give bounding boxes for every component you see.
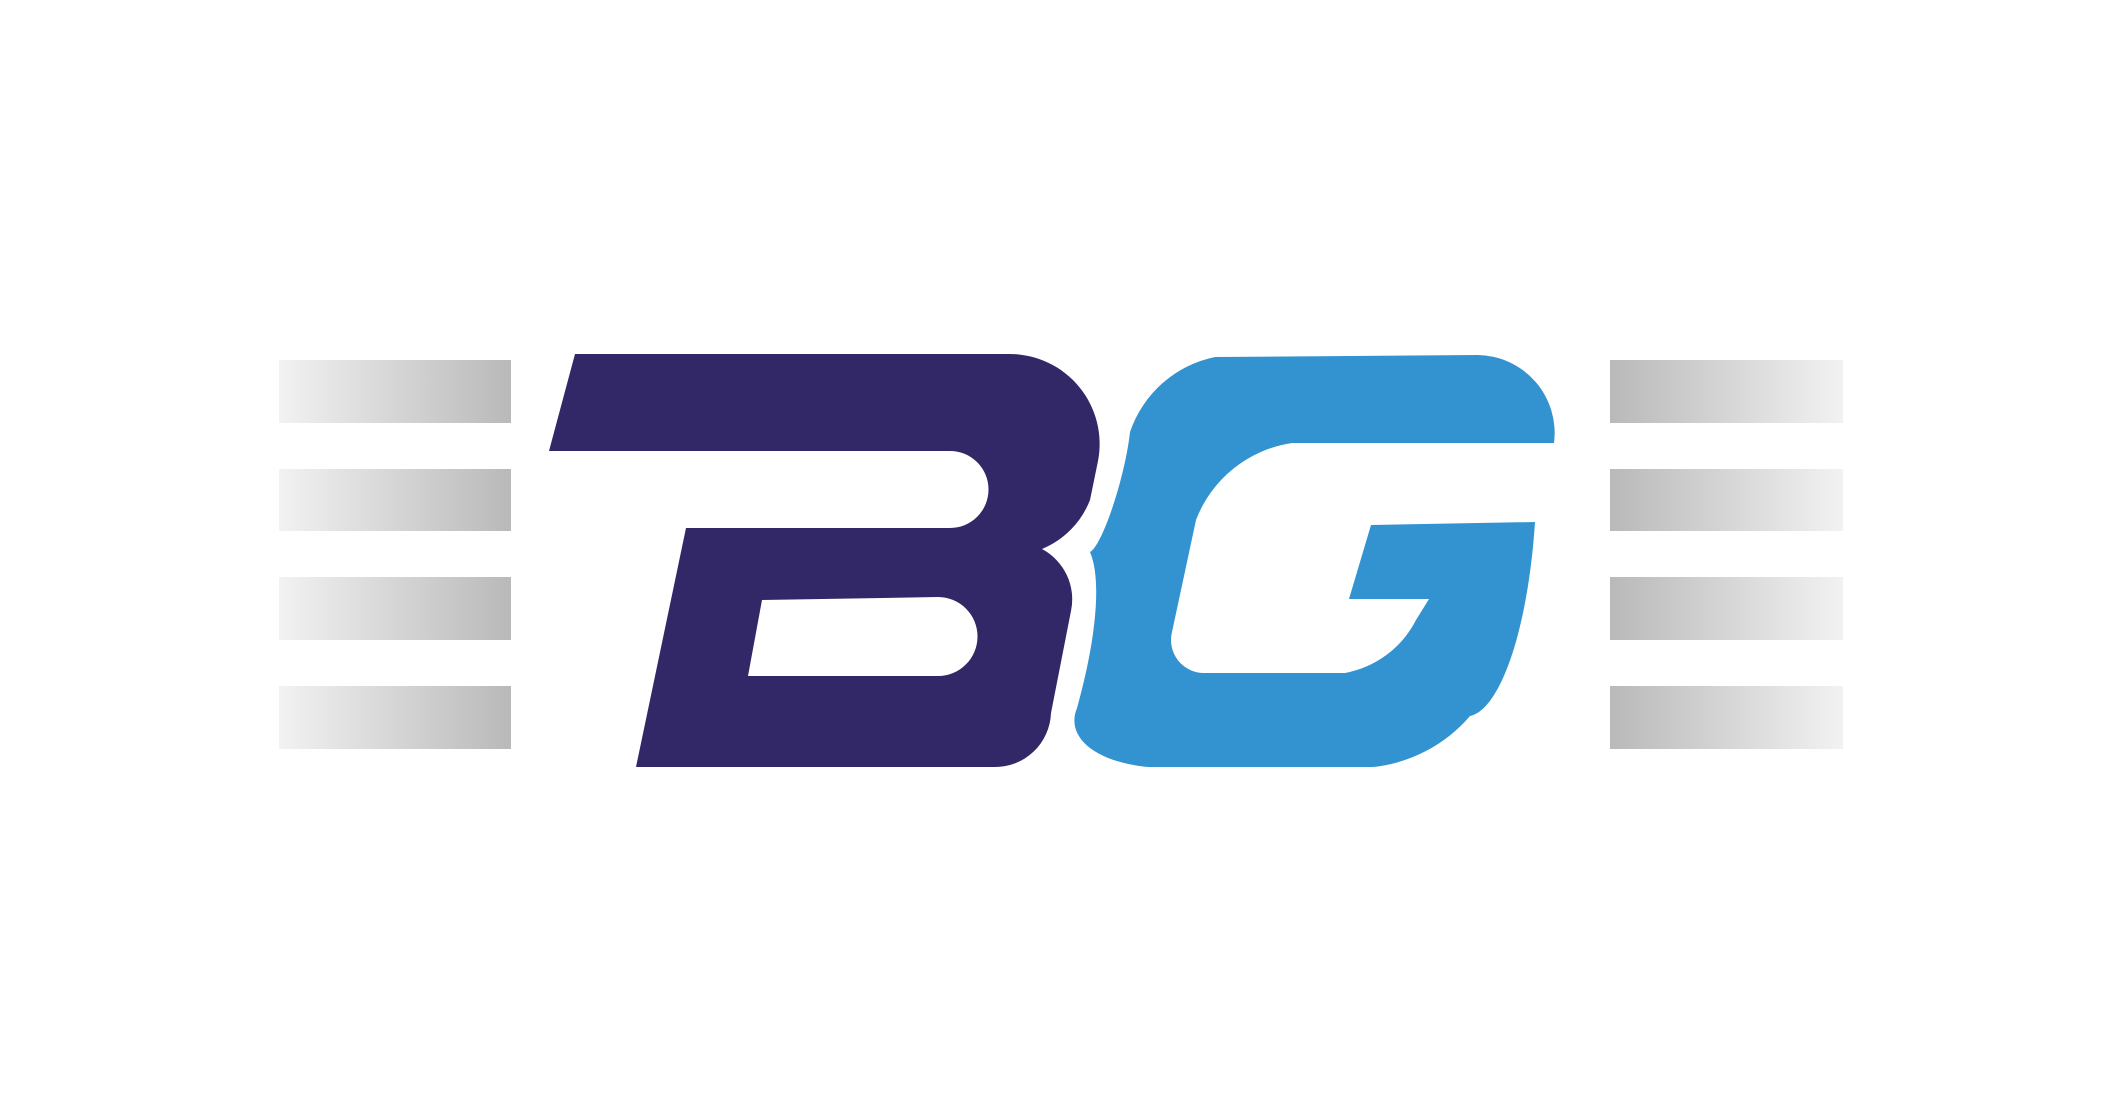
right-stripe	[1610, 686, 1843, 749]
right-stripe	[1610, 469, 1843, 531]
letter-b-shape	[549, 354, 1100, 768]
left-stripe	[279, 577, 511, 640]
left-stripe	[279, 469, 511, 531]
letter-g-shape	[1074, 355, 1555, 767]
right-stripes	[1610, 360, 1843, 749]
left-stripe	[279, 686, 511, 749]
right-stripe	[1610, 360, 1843, 423]
left-stripe	[279, 360, 511, 423]
left-stripes	[279, 360, 511, 749]
right-stripe	[1610, 577, 1843, 640]
